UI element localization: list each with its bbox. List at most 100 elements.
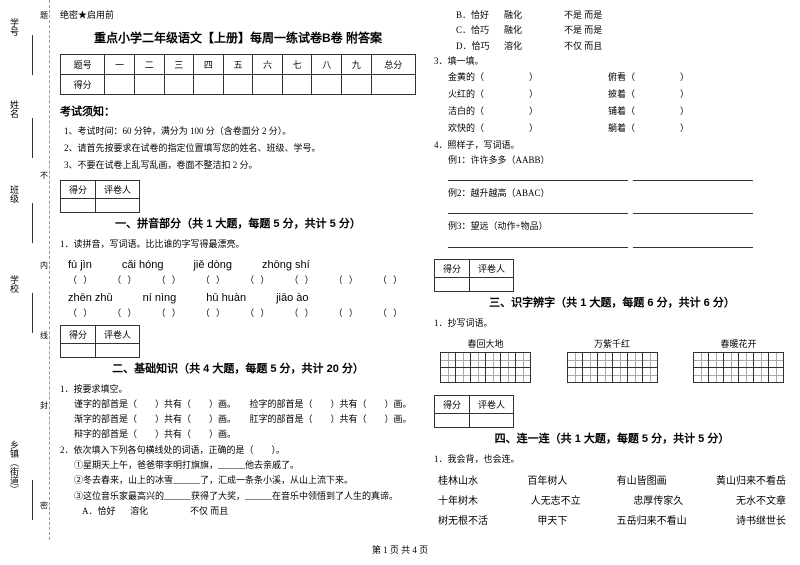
paren: （ ） bbox=[334, 273, 360, 286]
score-judge-box: 得分评卷人 bbox=[60, 325, 140, 358]
cell: 三 bbox=[164, 55, 194, 75]
paren: （ ） bbox=[112, 273, 138, 286]
pinyin: fù jìn bbox=[68, 259, 92, 271]
score-judge-box: 得分评卷人 bbox=[60, 180, 140, 213]
link-item: 无水不文章 bbox=[736, 492, 786, 507]
page-footer: 第 1 页 共 4 页 bbox=[0, 540, 800, 559]
option-line: A．恰好 溶化 不仅 而且 bbox=[60, 504, 416, 519]
opt-key: B．恰好 bbox=[456, 8, 504, 23]
notice-item: 1、考试时间：60 分钟，满分为 100 分（含卷面分 2 分）。 bbox=[64, 123, 416, 140]
secret-label: 绝密★启用前 bbox=[60, 8, 416, 21]
link-item: 十年树木 bbox=[438, 492, 478, 507]
char-grid: 春回大地 bbox=[440, 337, 531, 383]
question-text: 1．抄写词语。 bbox=[434, 316, 790, 331]
paren: （ ） bbox=[245, 273, 271, 286]
paren: （ ） bbox=[157, 306, 183, 319]
blank-line bbox=[448, 170, 628, 181]
binding-label: 乡镇（街道） bbox=[8, 440, 21, 494]
cell: 评卷人 bbox=[96, 325, 140, 343]
score-judge-box: 得分评卷人 bbox=[434, 259, 514, 292]
sentence: ③这位音乐家最高兴的______获得了大奖，______在音乐中领悟到了人生的真… bbox=[60, 489, 416, 504]
link-row: 十年树木 人无志不立 忠厚传家久 无水不文章 bbox=[434, 492, 790, 507]
seal-mark: 密 bbox=[40, 500, 48, 511]
paren: （ ） bbox=[157, 273, 183, 286]
score-table: 题号 一 二 三 四 五 六 七 八 九 总分 得分 bbox=[60, 54, 416, 95]
cell: 九 bbox=[341, 55, 371, 75]
pinyin: jiě dòng bbox=[193, 259, 232, 271]
binding-label: 学号 bbox=[8, 18, 21, 36]
left-column: 绝密★启用前 重点小学二年级语文【上册】每周一练试卷B卷 附答案 题号 一 二 … bbox=[60, 8, 416, 532]
binding-line bbox=[32, 203, 33, 243]
paren: （ ） bbox=[245, 306, 271, 319]
pinyin: hū huàn bbox=[206, 292, 246, 304]
binding-label: 学校 bbox=[8, 275, 21, 293]
fill-line: 辩字的部首是（ ）共有（ ）画。 bbox=[60, 427, 416, 442]
cell: 总分 bbox=[371, 55, 415, 75]
blank-line bbox=[633, 203, 753, 214]
notice-item: 2、请首先按要求在试卷的指定位置填写您的姓名、班级、学号。 bbox=[64, 140, 416, 157]
section-title: 四、连一连（共 1 大题，每题 5 分，共计 5 分） bbox=[434, 430, 790, 446]
sentence: ②冬去春来，山上的冰雪______了，汇成一条条小溪，从山上流下来。 bbox=[60, 473, 416, 488]
opt-key: A．恰好 bbox=[82, 504, 130, 519]
cell: 得分 bbox=[435, 259, 470, 277]
cell: 七 bbox=[282, 55, 312, 75]
seal-mark: 题 bbox=[40, 10, 48, 21]
document-title: 重点小学二年级语文【上册】每周一练试卷B卷 附答案 bbox=[60, 29, 416, 46]
paren: （ ） bbox=[201, 306, 227, 319]
link-item: 忠厚传家久 bbox=[633, 492, 683, 507]
example-text: 例1：许许多多（AABB） bbox=[434, 153, 790, 168]
section-title: 三、识字辨字（共 1 大题，每题 6 分，共计 6 分） bbox=[434, 294, 790, 310]
option-line: B．恰好 融化 不是 而是 bbox=[434, 8, 790, 23]
paren: （ ） bbox=[289, 306, 315, 319]
seal-mark: 不 bbox=[40, 170, 48, 181]
content-area: 绝密★启用前 重点小学二年级语文【上册】每周一练试卷B卷 附答案 题号 一 二 … bbox=[50, 0, 800, 540]
paren: （ ） bbox=[378, 273, 404, 286]
paren: （ ） bbox=[68, 306, 94, 319]
cell: 得分 bbox=[61, 75, 105, 95]
opt-val: 融化 bbox=[504, 23, 564, 38]
section-title: 二、基础知识（共 4 大题，每题 5 分，共计 20 分） bbox=[60, 360, 416, 376]
seal-mark: 内 bbox=[40, 260, 48, 271]
binding-line bbox=[32, 293, 33, 333]
grid-title: 春回大地 bbox=[440, 337, 531, 350]
link-item: 甲天下 bbox=[537, 512, 567, 527]
cell: 评卷人 bbox=[96, 181, 140, 199]
example-text: 例3：望远（动作+物品） bbox=[434, 219, 790, 234]
opt-val: 融化 bbox=[504, 8, 564, 23]
question-text: 3．填一填。 bbox=[434, 54, 790, 69]
pinyin: ní nìng bbox=[143, 292, 177, 304]
cell: 一 bbox=[105, 55, 135, 75]
sentence: ①星期天上午，爸爸带李明打旗旗，______他去亲戚了。 bbox=[60, 458, 416, 473]
binding-line bbox=[32, 480, 33, 520]
pinyin: cǎi hóng bbox=[122, 259, 164, 271]
link-item: 五岳归来不看山 bbox=[617, 512, 687, 527]
blank-line bbox=[448, 237, 628, 248]
fill-row: 火红的（ ）披着（ ） bbox=[434, 86, 790, 103]
binding-label: 班级 bbox=[8, 185, 21, 203]
char-grid: 万紫千红 bbox=[567, 337, 658, 383]
question-text: 1．读拼音，写词语。比比谁的字写得最漂亮。 bbox=[60, 237, 416, 252]
link-item: 有山皆图画 bbox=[617, 472, 667, 487]
fill-row: 欢快的（ ）躺着（ ） bbox=[434, 120, 790, 137]
opt-val: 不是 而是 bbox=[564, 8, 634, 23]
paren: （ ） bbox=[289, 273, 315, 286]
option-line: C．恰巧 融化 不是 而是 bbox=[434, 23, 790, 38]
table-row: 得分 bbox=[61, 75, 416, 95]
paren-row: （ ）（ ） （ ）（ ） （ ）（ ） （ ）（ ） bbox=[68, 273, 416, 286]
seal-mark: 线 bbox=[40, 330, 48, 341]
cell: 得分 bbox=[61, 181, 96, 199]
paren: （ ） bbox=[201, 273, 227, 286]
grid-title: 万紫千红 bbox=[567, 337, 658, 350]
fill-line: 渐字的部首是（ ）共有（ ）画。 肛字的部首是（ ）共有（ ）画。 bbox=[60, 412, 416, 427]
table-row: 题号 一 二 三 四 五 六 七 八 九 总分 bbox=[61, 55, 416, 75]
link-item: 树无根不活 bbox=[438, 512, 488, 527]
question-text: 1．按要求填空。 bbox=[60, 382, 416, 397]
binding-line bbox=[32, 35, 33, 75]
opt-key: C．恰巧 bbox=[456, 23, 504, 38]
link-item: 桂林山水 bbox=[438, 472, 478, 487]
cell: 得分 bbox=[435, 396, 470, 414]
cell: 评卷人 bbox=[470, 396, 514, 414]
score-judge-box: 得分评卷人 bbox=[434, 395, 514, 428]
char-grid: 春暖花开 bbox=[693, 337, 784, 383]
binding-label: 姓名 bbox=[8, 100, 21, 118]
